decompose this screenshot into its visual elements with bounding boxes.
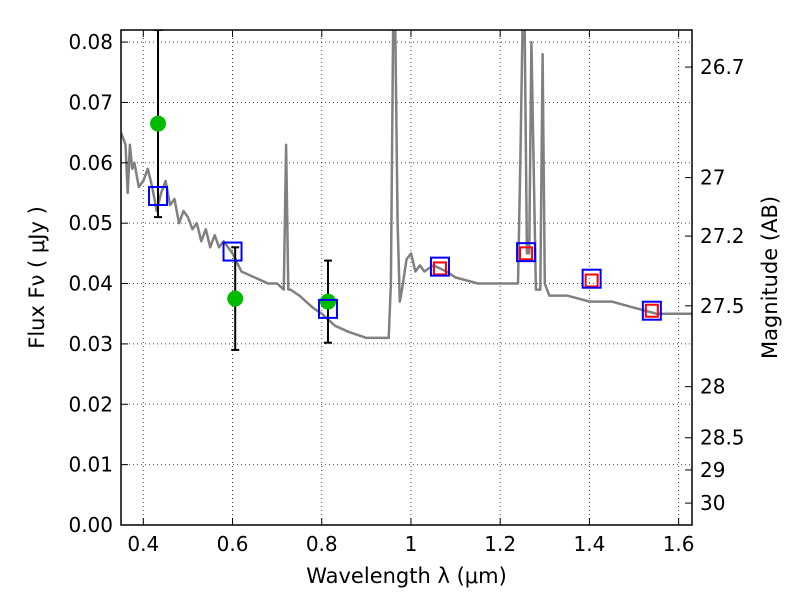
y-tick-label: 0.08: [68, 30, 113, 54]
right-tick-label: 26.7: [700, 55, 745, 79]
x-tick-label: 1.6: [663, 532, 695, 556]
y-tick-label: 0.03: [68, 332, 113, 356]
right-tick-label: 28: [700, 375, 725, 399]
model-square-blue: [429, 256, 450, 277]
right-tick-label: 28.5: [700, 426, 745, 450]
model-square-blue: [148, 186, 169, 207]
observed-point: [227, 290, 244, 307]
x-tick-label: 0.6: [217, 532, 249, 556]
model-square-blue: [641, 300, 662, 321]
right-tick-label: 30: [700, 491, 725, 515]
y-tick-label: 0.00: [68, 513, 113, 537]
x-tick-label: 1.4: [573, 532, 605, 556]
right-tick-label: 29: [700, 458, 725, 482]
observed-point: [150, 115, 167, 132]
model-square-red: [432, 261, 447, 276]
right-axis-ticks: 26.7 27 27.2 27.5 28 28.5 29 30: [685, 55, 745, 515]
x-axis-label: Wavelength λ (μm): [306, 564, 507, 588]
model-square-red: [519, 246, 534, 261]
observed-point: [319, 293, 336, 310]
model-square-blue: [581, 268, 602, 289]
y-axis-label: Flux Fν ( μJy ): [25, 206, 49, 349]
model-square-red: [584, 273, 599, 288]
model-square-blue: [222, 241, 243, 262]
grid-lines: [121, 30, 692, 526]
right-axis-label: Magnitude (AB): [758, 196, 782, 359]
model-square-blue: [516, 242, 537, 263]
y-tick-label: 0.02: [68, 392, 113, 416]
sed-line: [121, 30, 692, 340]
x-axis-ticks: 0.4 0.6 0.8 1 1.2 1.4 1.6: [127, 30, 695, 556]
plot-frame: [120, 29, 693, 526]
y-tick-label: 0.01: [68, 453, 113, 477]
x-tick-label: 1.2: [484, 532, 516, 556]
right-tick-label: 27: [700, 166, 725, 190]
y-axis-ticks: 0.00 0.01 0.02 0.03 0.04 0.05 0.06 0.07 0.08: [68, 30, 128, 537]
y-tick-label: 0.06: [68, 151, 113, 175]
x-tick-label: 1: [405, 532, 418, 556]
x-tick-label: 0.8: [306, 532, 338, 556]
y-tick-label: 0.04: [68, 272, 113, 296]
y-tick-label: 0.05: [68, 211, 113, 235]
x-tick-label: 0.4: [127, 532, 159, 556]
right-tick-label: 27.5: [700, 294, 745, 318]
right-tick-label: 27.2: [700, 224, 745, 248]
model-square-red: [644, 303, 659, 318]
model-square-blue: [317, 298, 338, 319]
sed-spectrum: [121, 30, 692, 340]
data-points: [148, 115, 662, 321]
y-tick-label: 0.07: [68, 90, 113, 114]
